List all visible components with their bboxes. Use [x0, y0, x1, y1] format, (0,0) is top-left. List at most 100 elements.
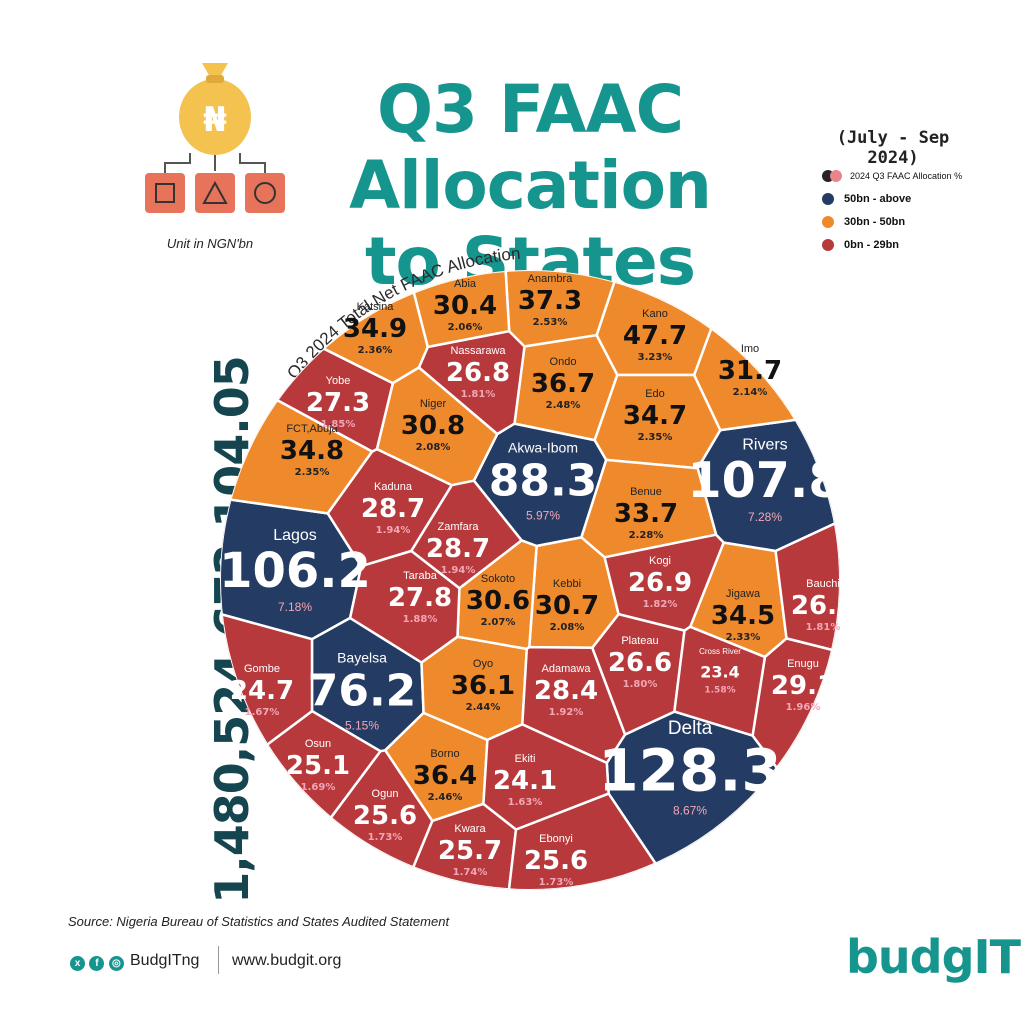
- state-value-kebbi: 30.7: [535, 591, 599, 621]
- legend-item-medium: 30bn - 50bn: [822, 216, 905, 228]
- state-pct-borno: 2.46%: [428, 792, 463, 803]
- state-value-niger: 30.8: [401, 411, 465, 441]
- state-pct-adamawa: 1.92%: [549, 707, 584, 718]
- state-value-zamfara: 28.7: [426, 534, 490, 564]
- state-name-rivers: Rivers: [742, 437, 787, 454]
- legend-dot-pct: [830, 170, 842, 182]
- state-value-ogun: 25.6: [353, 801, 417, 831]
- state-pct-bauchi: 1.81%: [806, 622, 841, 633]
- state-value-kogi: 26.9: [628, 568, 692, 598]
- state-value-rivers: 107.8: [688, 452, 843, 509]
- state-pct-delta: 8.67%: [673, 803, 707, 817]
- svg-text:₦: ₦: [203, 100, 227, 140]
- state-pct-enugu: 1.96%: [786, 702, 821, 713]
- state-value-ebonyi: 25.6: [524, 846, 588, 876]
- state-pct-kaduna: 1.94%: [376, 525, 411, 536]
- state-value-yobe: 27.3: [306, 388, 370, 418]
- state-pct-nassarawa: 1.81%: [461, 389, 496, 400]
- state-pct-ekiti: 1.63%: [508, 797, 543, 808]
- state-name-osun: Osun: [305, 738, 331, 750]
- state-name-kogi: Kogi: [649, 555, 671, 567]
- state-value-adamawa: 28.4: [534, 676, 598, 706]
- state-value-borno: 36.4: [413, 761, 477, 791]
- state-pct-plateau: 1.80%: [623, 679, 658, 690]
- state-pct-kogi: 1.82%: [643, 599, 678, 610]
- website-link[interactable]: www.budgit.org: [232, 952, 342, 969]
- state-name-yobe: Yobe: [326, 375, 351, 387]
- money-bag-icon: ₦: [145, 63, 285, 213]
- cell-nassarawa[interactable]: [417, 329, 526, 436]
- state-name-kaduna: Kaduna: [374, 481, 413, 493]
- state-pct-sokoto: 2.07%: [481, 617, 516, 628]
- state-value-katsina: 34.9: [343, 314, 407, 344]
- cell-cross-river[interactable]: [673, 625, 767, 737]
- state-value-abia: 30.4: [433, 291, 497, 321]
- state-pct-osun: 1.69%: [301, 782, 336, 793]
- cell-imo[interactable]: [692, 250, 860, 432]
- cell-ekiti[interactable]: [482, 723, 610, 831]
- state-value-oyo: 36.1: [451, 671, 515, 701]
- cell-ondo[interactable]: [513, 333, 619, 442]
- state-value-imo: 31.7: [718, 356, 782, 386]
- legend-label: 2024 Q3 FAAC Allocation %: [850, 171, 963, 181]
- state-pct-imo: 2.14%: [733, 387, 768, 398]
- title-line-1: Q3 FAAC Allocation: [349, 71, 712, 224]
- state-pct-oyo: 2.44%: [466, 702, 501, 713]
- state-pct-niger: 2.08%: [416, 442, 451, 453]
- state-pct-zamfara: 1.94%: [441, 565, 476, 576]
- state-name-niger: Niger: [420, 398, 447, 410]
- state-value-osun: 25.1: [286, 751, 350, 781]
- legend-dot-medium: [822, 216, 834, 228]
- state-name-enugu: Enugu: [787, 658, 819, 670]
- period-label: (July - Sep 2024): [836, 128, 950, 168]
- state-name-jigawa: Jigawa: [726, 588, 761, 600]
- legend-item-pct: 2024 Q3 FAAC Allocation %: [822, 170, 962, 182]
- state-pct-benue: 2.28%: [629, 530, 664, 541]
- state-name-borno: Borno: [430, 748, 459, 760]
- legend-label: 30bn - 50bn: [844, 216, 906, 228]
- state-value-akwa-ibom: 88.3: [489, 455, 598, 506]
- state-name-bauchi: Bauchi: [806, 578, 840, 590]
- state-name-zamfara: Zamfara: [438, 521, 480, 533]
- state-name-taraba: Taraba: [403, 570, 438, 582]
- legend-item-large: 50bn - above: [822, 193, 911, 205]
- facebook-icon[interactable]: f: [89, 956, 105, 971]
- state-name-ogun: Ogun: [372, 788, 399, 800]
- state-pct-katsina: 2.36%: [358, 345, 393, 356]
- state-name-anambra: Anambra: [528, 273, 574, 285]
- state-value-sokoto: 30.6: [466, 586, 530, 616]
- state-value-gombe: 24.7: [230, 676, 294, 706]
- state-value-kaduna: 28.7: [361, 494, 425, 524]
- state-value-kwara: 25.7: [438, 836, 502, 866]
- state-name-gombe: Gombe: [244, 663, 280, 675]
- legend-label: 50bn - above: [844, 193, 912, 205]
- state-value-kano: 47.7: [623, 321, 687, 351]
- state-pct-yobe: 1.85%: [321, 419, 356, 430]
- state-name-lagos: Lagos: [273, 527, 317, 544]
- state-pct-lagos: 7.18%: [278, 600, 312, 614]
- state-value-enugu: 29.1: [771, 671, 835, 701]
- instagram-icon[interactable]: ◎: [108, 956, 124, 971]
- state-value-plateau: 26.6: [608, 648, 672, 678]
- state-name-ondo: Ondo: [550, 356, 577, 368]
- cell-taraba[interactable]: [348, 549, 461, 664]
- state-pct-kano: 3.23%: [638, 352, 673, 363]
- state-value-lagos: 106.2: [219, 543, 371, 599]
- state-name-katsina: Katsina: [357, 301, 395, 313]
- state-pct-abia: 2.06%: [448, 322, 483, 333]
- state-name-akwa-ibom: Akwa-Ibom: [508, 440, 578, 456]
- social-handle[interactable]: BudgITng: [130, 952, 200, 969]
- state-value-ekiti: 24.1: [493, 766, 557, 796]
- legend-item-small: 0bn - 29bn: [822, 239, 899, 251]
- x-icon[interactable]: x: [70, 956, 85, 971]
- state-value-bauchi: 26.8: [791, 591, 855, 621]
- state-pct-gombe: 1.67%: [245, 707, 280, 718]
- state-name-ebonyi: Ebonyi: [539, 833, 573, 845]
- state-name-abia: Abia: [454, 278, 477, 290]
- state-pct-akwa-ibom: 5.97%: [526, 508, 560, 522]
- state-pct-ondo: 2.48%: [546, 400, 581, 411]
- state-value-bayelsa: 76.2: [308, 665, 417, 716]
- social-icons: x f ◎: [70, 953, 124, 971]
- legend-dot-large: [822, 193, 834, 205]
